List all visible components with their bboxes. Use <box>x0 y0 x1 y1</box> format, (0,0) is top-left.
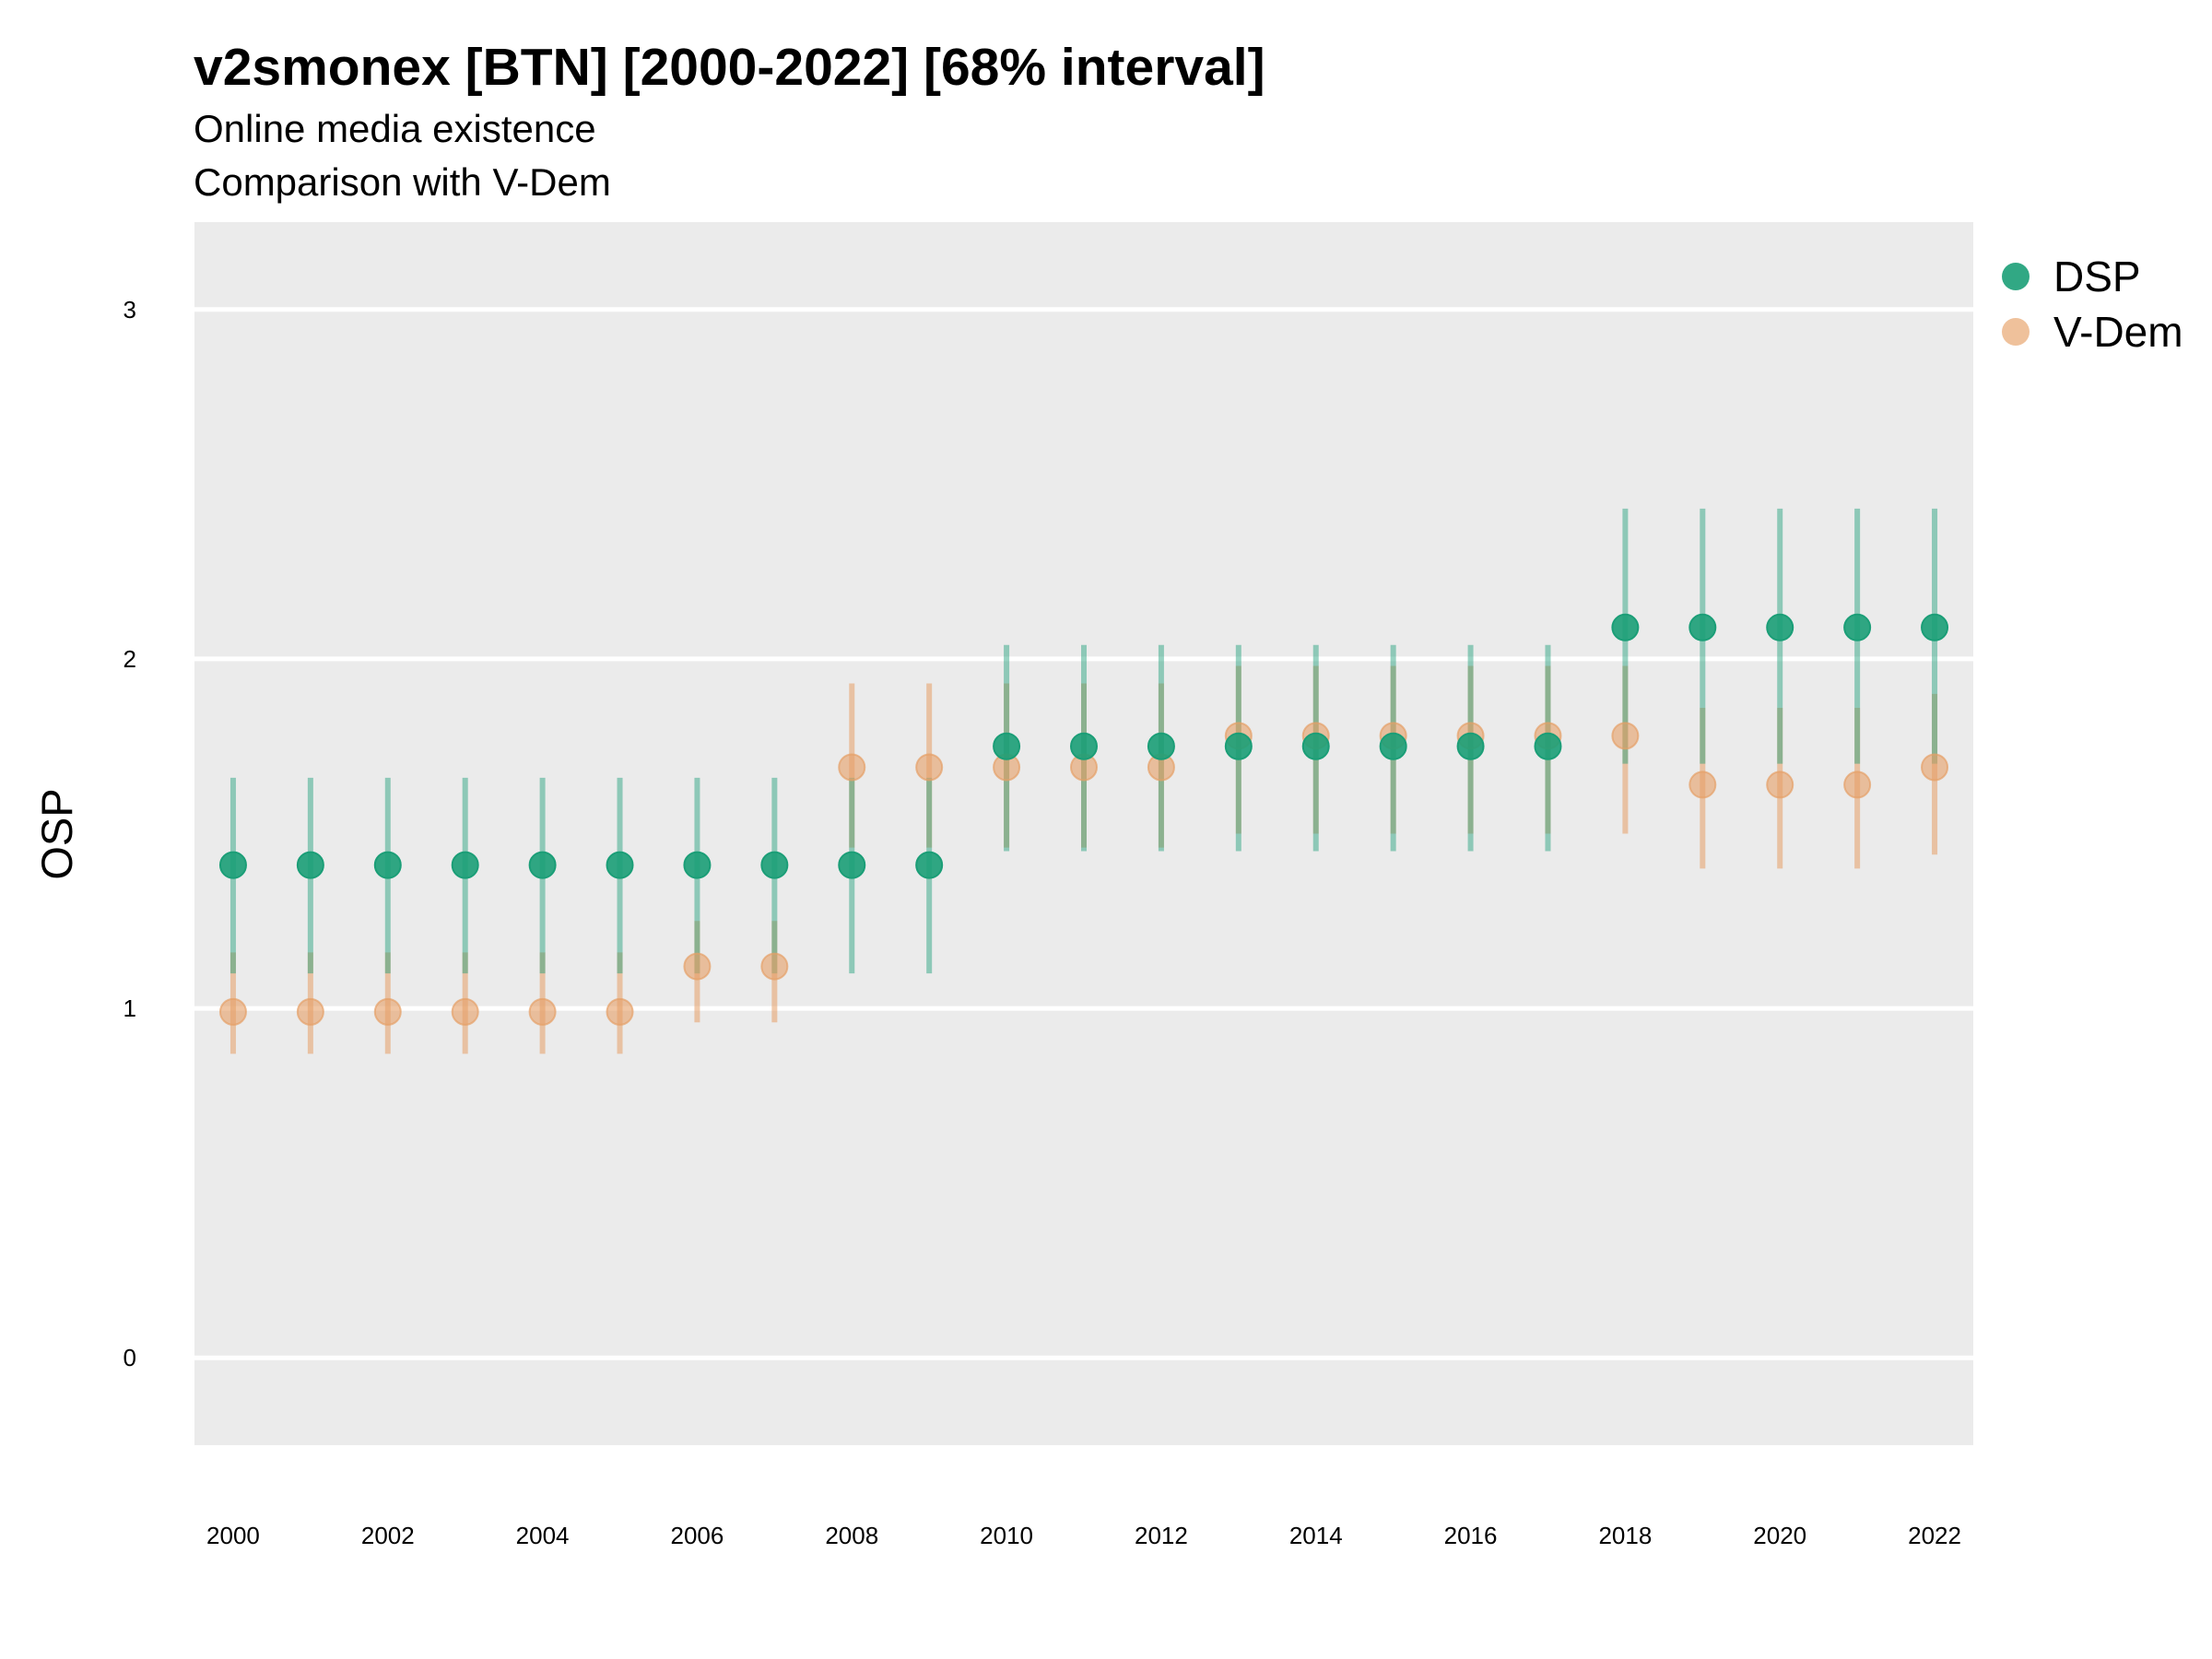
legend: DSP V-Dem <box>2002 249 2183 359</box>
data-point-dsp <box>993 732 1021 760</box>
x-tick-label: 2008 <box>825 1522 878 1549</box>
data-point-vdem <box>528 997 557 1026</box>
data-point-dsp <box>1766 613 1794 641</box>
x-tick-label: 2016 <box>1444 1522 1498 1549</box>
data-point-vdem <box>218 997 247 1026</box>
data-point-dsp <box>1379 732 1407 760</box>
data-point-vdem <box>760 952 789 981</box>
y-axis-label: OSP <box>32 788 81 879</box>
data-point-dsp <box>218 851 247 879</box>
chart-title: v2smonex [BTN] [2000-2022] [68% interval… <box>194 38 1265 97</box>
y-tick-label: 1 <box>124 994 136 1022</box>
data-point-vdem <box>606 997 634 1026</box>
data-points <box>218 613 1949 1026</box>
x-tick-label: 2022 <box>1908 1522 1961 1549</box>
x-tick-label: 2004 <box>516 1522 570 1549</box>
chart-subtitle-line-1: Online media existence <box>194 107 596 150</box>
data-point-vdem <box>1921 753 1949 782</box>
legend-item-vdem: V-Dem <box>2002 304 2183 359</box>
data-point-dsp <box>915 851 944 879</box>
data-point-dsp <box>1224 732 1253 760</box>
data-point-vdem <box>1611 722 1640 750</box>
data-point-dsp <box>606 851 634 879</box>
x-tick-label: 2014 <box>1289 1522 1343 1549</box>
y-tick-labels: 0 1 2 3 <box>124 296 136 1371</box>
data-point-dsp <box>838 851 866 879</box>
data-point-dsp <box>373 851 402 879</box>
data-point-dsp <box>1147 732 1175 760</box>
data-point-vdem <box>1766 771 1794 799</box>
data-point-dsp <box>1070 732 1098 760</box>
data-point-vdem <box>451 997 479 1026</box>
legend-key-dsp <box>2002 263 2030 290</box>
data-point-dsp <box>296 851 324 879</box>
legend-key-vdem <box>2002 318 2030 346</box>
gridlines <box>194 307 1973 1360</box>
legend-item-dsp: DSP <box>2002 249 2183 304</box>
x-tick-label: 2000 <box>206 1522 260 1549</box>
data-point-vdem <box>915 753 944 782</box>
x-tick-label: 2020 <box>1753 1522 1806 1549</box>
data-point-vdem <box>296 997 324 1026</box>
data-point-vdem <box>1843 771 1872 799</box>
data-point-dsp <box>1688 613 1717 641</box>
x-tick-label: 2018 <box>1598 1522 1652 1549</box>
y-tick-label: 0 <box>124 1344 136 1371</box>
legend-label-vdem: V-Dem <box>2053 308 2183 356</box>
data-point-dsp <box>1534 732 1562 760</box>
data-point-dsp <box>451 851 479 879</box>
data-point-vdem <box>373 997 402 1026</box>
data-point-vdem <box>683 952 712 981</box>
x-tick-label: 2012 <box>1135 1522 1188 1549</box>
data-point-dsp <box>1843 613 1872 641</box>
legend-label-dsp: DSP <box>2053 253 2141 300</box>
data-point-dsp <box>1921 613 1949 641</box>
data-point-dsp <box>1611 613 1640 641</box>
x-tick-label: 2002 <box>361 1522 415 1549</box>
data-point-dsp <box>528 851 557 879</box>
data-point-dsp <box>683 851 712 879</box>
data-point-vdem <box>838 753 866 782</box>
x-tick-label: 2006 <box>671 1522 724 1549</box>
data-point-dsp <box>1301 732 1330 760</box>
x-tick-labels: 2000 2002 2004 2006 2008 2010 2012 2014 2016 2018… <box>206 1522 1961 1549</box>
y-tick-label: 3 <box>124 296 136 324</box>
data-point-dsp <box>760 851 789 879</box>
y-tick-label: 2 <box>124 645 136 673</box>
data-point-dsp <box>1456 732 1485 760</box>
x-tick-label: 2010 <box>980 1522 1033 1549</box>
chart-subtitle-line-2: Comparison with V-Dem <box>194 160 611 204</box>
data-point-vdem <box>1688 771 1717 799</box>
